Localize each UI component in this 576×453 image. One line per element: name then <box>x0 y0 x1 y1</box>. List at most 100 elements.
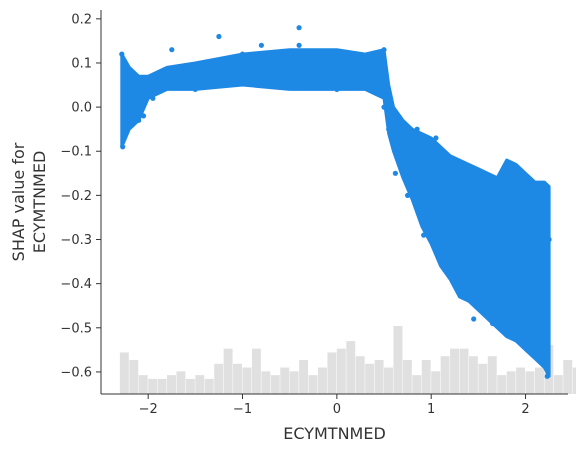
data-point <box>363 60 368 65</box>
data-point <box>381 47 386 52</box>
histogram-bar <box>469 356 478 394</box>
data-point <box>278 56 283 61</box>
data-point <box>121 65 126 70</box>
y-tick-label: −0.3 <box>60 233 92 248</box>
histogram-bar <box>346 341 355 394</box>
y-axis-title-line-1: SHAP value for <box>9 142 28 261</box>
histogram-bar <box>318 368 327 394</box>
histogram-bar <box>186 379 195 394</box>
histogram-bar <box>299 360 308 394</box>
data-point <box>249 78 254 83</box>
histogram-bar <box>488 356 497 394</box>
data-point <box>532 338 537 343</box>
histogram-bar <box>422 360 431 394</box>
data-point <box>466 237 471 242</box>
data-point <box>183 65 188 70</box>
data-point <box>155 74 160 79</box>
y-axis-ticks: 0.2 0.1 0.0 −0.1 −0.2 −0.3 −0.4 −0.5 −0.6 <box>60 12 101 380</box>
data-point <box>164 78 169 83</box>
y-tick-label: −0.6 <box>60 365 92 380</box>
data-point <box>136 118 141 123</box>
histogram-bar <box>167 375 176 394</box>
data-point <box>386 127 391 132</box>
data-point <box>396 118 401 123</box>
data-point <box>212 74 217 79</box>
data-point <box>216 34 221 39</box>
data-point <box>127 78 132 83</box>
y-axis-title-line-2: ECYMTNMED <box>30 151 49 254</box>
data-point <box>504 237 509 242</box>
x-tick-label: 1 <box>427 402 435 417</box>
data-point <box>393 171 398 176</box>
x-tick-label: −1 <box>233 402 252 417</box>
data-point <box>509 162 514 167</box>
histogram-bar <box>139 375 148 394</box>
y-tick-label: −0.4 <box>60 277 92 292</box>
histogram-bar <box>309 375 318 394</box>
histogram-bar <box>148 379 157 394</box>
data-point <box>495 184 500 189</box>
histogram-bar <box>252 349 261 394</box>
data-point <box>120 144 125 149</box>
data-point <box>547 237 552 242</box>
histogram-bar <box>535 368 544 394</box>
histogram-bar <box>460 349 469 394</box>
histogram-bar <box>356 356 365 394</box>
data-point <box>334 52 339 57</box>
x-tick-label: −2 <box>139 402 158 417</box>
data-point <box>400 158 405 163</box>
data-point <box>433 135 438 140</box>
data-point <box>221 82 226 87</box>
histogram-bar <box>375 360 384 394</box>
histogram-bar <box>365 364 374 394</box>
data-point <box>287 82 292 87</box>
data-point <box>381 105 386 110</box>
x-tick-label: 0 <box>333 402 341 417</box>
x-axis-title: ECYMTNMED <box>283 424 386 443</box>
data-point <box>353 82 358 87</box>
histogram-bar <box>214 364 223 394</box>
data-point <box>424 149 429 154</box>
histogram-bar <box>271 375 280 394</box>
histogram-bar <box>450 349 459 394</box>
histogram-bar <box>431 371 440 394</box>
data-point <box>518 233 523 238</box>
data-point <box>514 334 519 339</box>
histogram-bar <box>120 352 129 394</box>
histogram-bar <box>195 375 204 394</box>
histogram-bar <box>393 326 402 394</box>
histogram-bar <box>526 371 535 394</box>
data-point <box>146 78 151 83</box>
data-point <box>528 193 533 198</box>
histogram-bar <box>516 368 525 394</box>
data-point <box>545 374 550 379</box>
data-point <box>410 184 415 189</box>
data-point <box>141 113 146 118</box>
shap-point-band <box>122 50 549 377</box>
histogram-bar <box>224 349 233 394</box>
y-tick-label: −0.5 <box>60 321 92 336</box>
data-point <box>334 87 339 92</box>
y-tick-label: 0.2 <box>71 12 92 27</box>
y-tick-label: 0.0 <box>71 101 92 116</box>
data-point <box>123 82 128 87</box>
data-point <box>452 219 457 224</box>
x-tick-label: 2 <box>521 402 529 417</box>
data-point <box>542 352 547 357</box>
data-point <box>174 82 179 87</box>
data-point <box>306 78 311 83</box>
histogram-bar <box>290 371 299 394</box>
data-point <box>405 193 410 198</box>
data-point <box>119 52 124 57</box>
histogram-bar <box>478 364 487 394</box>
data-point <box>325 82 330 87</box>
y-axis-title: SHAP value for ECYMTNMED <box>9 142 49 261</box>
data-point <box>150 96 155 101</box>
histogram-bar <box>497 375 506 394</box>
data-point <box>240 52 245 57</box>
data-point <box>438 202 443 207</box>
data-point <box>297 25 302 30</box>
data-point <box>134 87 139 92</box>
data-point <box>462 193 467 198</box>
